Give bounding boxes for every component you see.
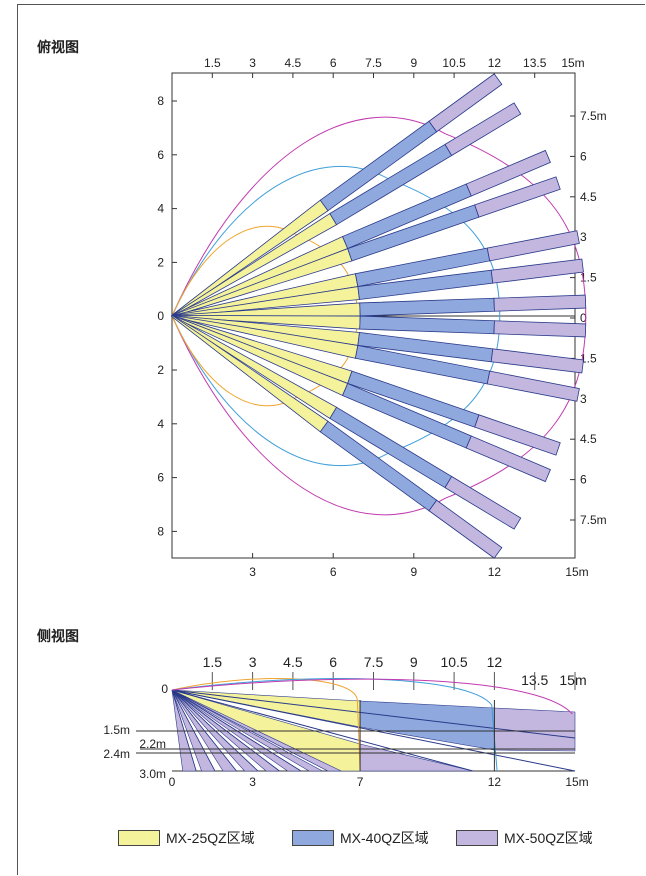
- mx50-beam: [490, 348, 584, 374]
- top-axis-label: 3: [249, 56, 256, 70]
- side-bottom-label: 15m: [565, 775, 588, 789]
- right-axis-label: 0: [580, 311, 587, 325]
- legend-label-mx50: MX-50QZ区域: [504, 830, 593, 846]
- top-axis-label: 7.5: [365, 56, 382, 70]
- height-label-2-2m: 2.2m: [139, 737, 166, 751]
- mx50-beam: [493, 320, 587, 338]
- legend-swatch-mx50: [456, 830, 498, 846]
- height-label-0: 0: [161, 682, 168, 696]
- left-axis-label: 8: [157, 524, 164, 538]
- left-axis-label: 6: [157, 148, 164, 162]
- mx50-boundary: [171, 116, 587, 516]
- side-top-label: 10.5: [440, 654, 467, 670]
- side-top-label: 1.5: [203, 654, 223, 670]
- left-axis-label: 8: [157, 94, 164, 108]
- mx50-beam: [493, 294, 587, 312]
- legend-label-mx25: MX-25QZ区域: [166, 830, 255, 846]
- side-top-label: 12: [487, 654, 503, 670]
- bottom-axis-label: 3: [249, 565, 256, 579]
- side-bottom-label: 7: [357, 775, 364, 789]
- mx40-boundary: [171, 165, 501, 467]
- right-axis-label: 1.5: [580, 351, 597, 365]
- right-axis-label: 3: [580, 230, 587, 244]
- mx50-beam: [444, 102, 522, 157]
- top-axis-label: 15m: [561, 56, 584, 70]
- top-axis-label: 12: [488, 56, 502, 70]
- left-axis-label: 0: [157, 309, 164, 323]
- left-axis-label: 6: [157, 471, 164, 485]
- side-top-label: 4.5: [283, 654, 303, 670]
- left-axis-label: 4: [157, 417, 164, 431]
- mx50-beam: [486, 370, 580, 402]
- legend-swatch-mx40: [292, 830, 334, 846]
- side-top-label: 3: [249, 654, 257, 670]
- legend-swatch-mx25: [118, 830, 160, 846]
- mx50-beam: [428, 73, 503, 133]
- legend-label-mx40: MX-40QZ区域: [340, 830, 429, 846]
- top-view-title: 俯视图: [37, 39, 79, 55]
- right-axis-label: 6: [580, 149, 587, 163]
- mx50-beam: [474, 414, 561, 456]
- mx50-beam: [444, 475, 522, 530]
- mx50-beam: [474, 176, 561, 218]
- side-beam-line: [171, 689, 576, 739]
- legend-item-mx50: MX-50QZ区域: [456, 828, 593, 848]
- side-bottom-label: 12: [488, 775, 502, 789]
- side-top-label: 6: [329, 654, 337, 670]
- right-axis-label: 4.5: [580, 190, 597, 204]
- mx50-beam: [428, 499, 503, 559]
- top-axis-label: 10.5: [442, 56, 466, 70]
- side-view-title: 侧视图: [37, 628, 79, 644]
- side-mx50-boundary: [171, 678, 573, 715]
- right-axis-label: 4.5: [580, 432, 597, 446]
- left-axis-label: 2: [157, 363, 164, 377]
- right-axis-label: 6: [580, 473, 587, 487]
- top-axis-label: 4.5: [285, 56, 302, 70]
- side-bottom-label: 0: [169, 775, 176, 789]
- mx50-beam: [490, 258, 584, 284]
- side-top-label: 7.5: [364, 654, 384, 670]
- height-label-2-4m: 2.4m: [103, 747, 130, 761]
- mx50-beam: [465, 435, 551, 483]
- side-top-label: 15m: [559, 672, 586, 688]
- left-axis-label: 4: [157, 202, 164, 216]
- bottom-axis-label: 6: [330, 565, 337, 579]
- right-axis-label: 1.5: [580, 271, 597, 285]
- side-bottom-label: 3: [249, 775, 256, 789]
- left-axis-label: 2: [157, 255, 164, 269]
- height-label-3-0m: 3.0m: [139, 767, 166, 781]
- legend-item-mx40: MX-40QZ区域: [292, 828, 429, 848]
- right-axis-label: 3: [580, 392, 587, 406]
- top-axis-label: 13.5: [523, 56, 547, 70]
- top-axis-label: 1.5: [204, 56, 221, 70]
- right-axis-label: 7.5m: [580, 109, 607, 123]
- mx50-beam: [465, 149, 551, 197]
- bottom-axis-label: 12: [488, 565, 502, 579]
- legend-item-mx25: MX-25QZ区域: [118, 828, 255, 848]
- height-label-1-5m: 1.5m: [103, 723, 130, 737]
- mx50-beam: [486, 230, 580, 262]
- right-axis-label: 7.5m: [580, 513, 607, 527]
- top-axis-label: 9: [410, 56, 417, 70]
- top-view-diagram: 1.5 3 4.5 6 7.5 9 10.5 12 13.5 15m 3 6 9 12 15m 8 6 4 2 0 2 4…: [157, 56, 607, 579]
- side-top-label: 9: [410, 654, 418, 670]
- bottom-axis-label: 9: [410, 565, 417, 579]
- bottom-axis-label: 15m: [565, 565, 588, 579]
- top-axis-label: 6: [330, 56, 337, 70]
- page-frame: [17, 4, 645, 875]
